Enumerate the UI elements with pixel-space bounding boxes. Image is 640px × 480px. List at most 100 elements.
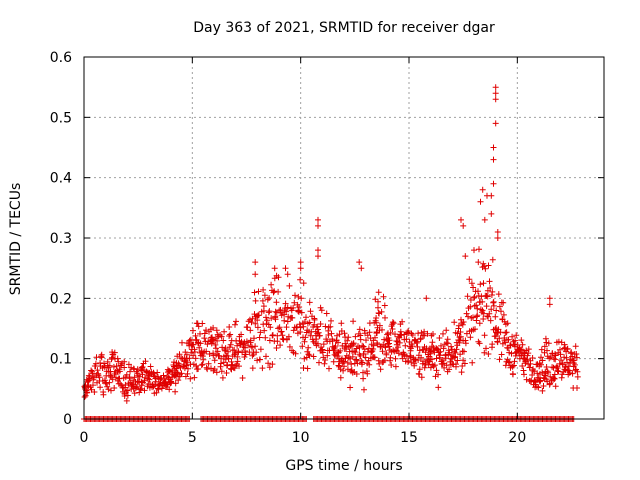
data-point <box>116 368 123 375</box>
data-point <box>114 355 121 362</box>
data-point <box>352 333 359 340</box>
data-point <box>340 367 347 374</box>
data-point <box>252 343 259 350</box>
data-point <box>547 354 554 361</box>
x-axis-label: GPS time / hours <box>285 458 402 474</box>
data-point <box>220 359 227 366</box>
data-point <box>485 313 492 320</box>
data-point <box>218 368 225 375</box>
data-point <box>139 364 146 370</box>
data-point <box>366 329 373 336</box>
data-point <box>435 371 442 378</box>
data-point <box>103 380 110 387</box>
data-point <box>292 292 298 299</box>
data-point <box>452 349 459 356</box>
data-point <box>403 336 410 343</box>
data-point <box>172 388 179 395</box>
data-point <box>285 333 292 340</box>
data-point <box>286 282 293 289</box>
data-point <box>115 358 122 365</box>
data-point <box>233 318 239 325</box>
data-point <box>263 314 269 321</box>
data-point <box>418 354 425 361</box>
data-point <box>138 382 145 389</box>
y-tick-label: 0.2 <box>50 291 72 307</box>
data-point <box>153 389 160 396</box>
data-point <box>551 371 558 378</box>
data-point <box>266 308 273 315</box>
data-point <box>209 336 216 343</box>
data-point <box>389 326 396 332</box>
data-point <box>347 384 354 391</box>
data-point <box>273 299 280 306</box>
data-point <box>239 375 246 381</box>
data-point <box>265 309 272 316</box>
data-point <box>317 321 324 327</box>
data-point <box>476 320 483 327</box>
data-point <box>545 340 552 347</box>
data-point <box>492 313 499 320</box>
data-point <box>252 320 259 327</box>
data-point <box>364 370 371 377</box>
data-point <box>315 340 321 347</box>
data-point <box>418 374 425 381</box>
data-point <box>521 371 527 378</box>
data-point <box>480 310 487 317</box>
data-point <box>354 360 361 367</box>
data-point <box>187 375 194 382</box>
data-point <box>315 329 322 336</box>
data-point <box>375 304 381 311</box>
data-point <box>239 349 246 356</box>
data-point <box>176 351 183 358</box>
data-point <box>126 374 133 381</box>
data-point <box>363 337 369 344</box>
data-point <box>399 355 406 362</box>
data-point <box>151 370 157 377</box>
data-point <box>474 305 481 312</box>
data-point <box>251 289 258 296</box>
data-point <box>485 262 492 269</box>
data-point <box>186 337 193 344</box>
data-point <box>304 365 311 372</box>
data-point <box>297 324 304 331</box>
data-point <box>460 357 467 364</box>
data-point <box>344 359 351 366</box>
data-point <box>256 334 263 341</box>
data-point <box>271 288 278 295</box>
data-point <box>490 144 497 151</box>
data-point <box>131 390 138 397</box>
data-points <box>81 84 581 422</box>
data-point <box>505 336 512 343</box>
data-point <box>242 351 249 358</box>
data-point <box>301 338 308 345</box>
data-point <box>465 313 471 320</box>
data-point <box>141 387 148 394</box>
data-point <box>142 358 149 365</box>
x-tick-label: 15 <box>400 430 418 446</box>
data-point <box>507 342 514 349</box>
data-point <box>222 347 229 354</box>
data-point <box>192 355 199 362</box>
data-point <box>372 296 379 303</box>
data-point <box>544 347 550 354</box>
data-point <box>190 327 196 334</box>
data-point <box>316 332 323 339</box>
data-point <box>260 303 267 310</box>
data-point <box>490 302 497 309</box>
data-point <box>290 304 297 311</box>
data-point <box>571 357 577 364</box>
data-point <box>546 381 553 388</box>
data-point <box>134 383 141 390</box>
data-point <box>381 302 388 309</box>
data-point <box>268 281 275 288</box>
data-point <box>543 364 550 370</box>
data-point <box>265 360 272 367</box>
data-point <box>184 370 191 377</box>
data-point <box>316 359 322 366</box>
data-point <box>278 328 285 335</box>
data-point <box>525 346 532 353</box>
data-point <box>473 302 480 309</box>
data-point <box>414 343 421 350</box>
data-point <box>409 332 416 338</box>
data-point <box>305 351 312 358</box>
